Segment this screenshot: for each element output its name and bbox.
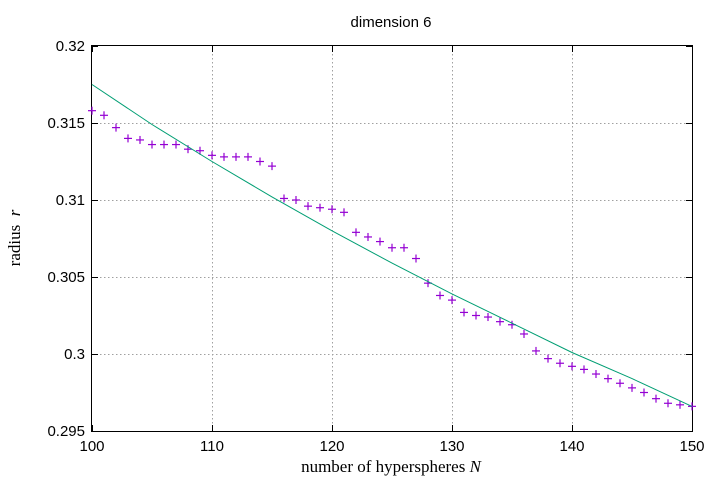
x-tick-label: 130 [439, 438, 464, 455]
data-point [352, 228, 360, 237]
data-point [640, 388, 648, 397]
data-point [400, 243, 408, 252]
data-point [616, 379, 624, 388]
plot-frame [91, 45, 693, 432]
data-point [304, 202, 312, 211]
data-point [196, 146, 204, 155]
data-point [556, 359, 564, 368]
data-point [232, 152, 240, 161]
data-point [136, 135, 144, 144]
data-point [316, 203, 324, 212]
data-point [448, 296, 456, 305]
data-point [340, 208, 348, 217]
chart-title: dimension 6 [351, 14, 432, 31]
data-point [328, 205, 336, 214]
axis-ticks [92, 46, 693, 432]
data-point [580, 365, 588, 374]
x-axis-variable: N [469, 457, 483, 476]
data-point [472, 311, 480, 320]
data-point [160, 140, 168, 149]
data-point [544, 354, 552, 363]
x-tick-label: 110 [200, 438, 224, 455]
data-point [412, 254, 420, 263]
grid-lines [92, 46, 692, 431]
data-point [388, 243, 396, 252]
data-point [436, 291, 444, 300]
y-axis-label-text: radius [5, 216, 24, 266]
y-tick-label: 0.32 [56, 38, 85, 55]
data-point [148, 140, 156, 149]
data-point [172, 140, 180, 149]
data-point [568, 362, 576, 371]
data-point [124, 134, 132, 143]
data-point [100, 111, 108, 120]
y-tick-label: 0.305 [47, 269, 85, 286]
y-tick-label: 0.31 [56, 192, 85, 209]
data-point [676, 400, 684, 409]
series [88, 84, 696, 411]
data-point [364, 232, 372, 241]
data-point [520, 329, 528, 338]
x-tick-label: 100 [79, 438, 104, 455]
x-axis-label: number of hyperspheres N [301, 457, 483, 476]
data-point [292, 196, 300, 204]
y-axis-label: radius r [5, 209, 24, 266]
data-point [484, 313, 492, 322]
data-point [112, 123, 120, 132]
data-point [376, 237, 384, 246]
x-tick-label: 150 [679, 438, 704, 455]
data-point [220, 152, 228, 161]
data-point [652, 394, 660, 403]
x-tick-label: 120 [319, 438, 344, 455]
fit-line [91, 84, 693, 407]
data-point [664, 399, 672, 408]
data-point [280, 194, 288, 203]
data-point [532, 346, 540, 355]
data-point [460, 308, 468, 317]
y-tick-label: 0.315 [47, 115, 85, 132]
x-tick-label: 140 [559, 438, 584, 455]
data-point [256, 157, 264, 166]
data-point [208, 151, 216, 160]
data-point [592, 370, 600, 379]
y-axis-variable: r [5, 209, 24, 216]
x-axis-label-text: number of hyperspheres [301, 457, 470, 476]
y-tick-label: 0.295 [47, 423, 85, 440]
data-point [244, 152, 252, 161]
data-point [496, 317, 504, 326]
y-tick-label: 0.3 [64, 346, 85, 363]
data-point [88, 106, 96, 115]
data-point [628, 383, 636, 392]
data-point [604, 374, 612, 383]
data-point [268, 162, 276, 171]
